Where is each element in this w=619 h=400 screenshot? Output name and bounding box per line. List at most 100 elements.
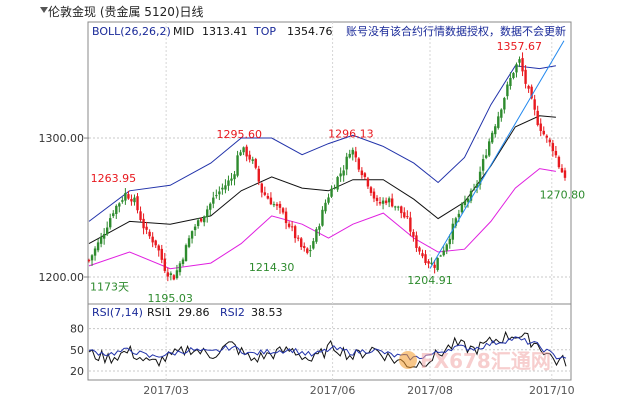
- candle-body: [427, 261, 430, 264]
- candle-body: [457, 213, 461, 218]
- rsi-label: RSI(7,14): [92, 306, 143, 319]
- x-tick-label: 2017/06: [310, 384, 356, 397]
- candle-body: [306, 248, 309, 253]
- candle-body: [260, 183, 264, 193]
- candle-body: [157, 245, 160, 251]
- candle-body: [366, 178, 370, 187]
- candle-body: [330, 188, 333, 197]
- candle-body: [303, 246, 306, 248]
- candle-body: [475, 183, 479, 188]
- candle-body: [300, 238, 303, 248]
- candle-body: [394, 206, 397, 208]
- rsi2-line: [88, 336, 567, 361]
- candle-body: [400, 206, 403, 214]
- annotation-label: 1204.91: [407, 274, 453, 287]
- candle-body: [248, 154, 251, 160]
- candle-body: [378, 202, 382, 204]
- axis-labels: 1300.00 1200.00 80 50 20 2017/03 2017/06 2017/0…: [39, 132, 575, 397]
- watermark-text: FX678汇通网: [420, 349, 551, 373]
- candle-body: [463, 200, 467, 206]
- candle-body: [245, 146, 248, 157]
- candle-body: [509, 77, 512, 86]
- annotations: 1263.95 1295.60 1296.13 1357.67 1214.30 1204.…: [90, 40, 585, 305]
- boll-top-label: TOP: [253, 25, 276, 38]
- rsi2-label: RSI2: [220, 306, 245, 319]
- candle-body: [424, 254, 427, 263]
- trend-line-segment: [429, 40, 565, 269]
- candle-body: [187, 238, 191, 247]
- candle-body: [500, 109, 503, 118]
- candle-body: [87, 260, 91, 262]
- candle-body: [324, 202, 327, 212]
- candle-body: [478, 171, 482, 185]
- candle-body: [236, 155, 239, 176]
- candle-body: [293, 226, 297, 239]
- watermark: FX678汇通网: [399, 349, 551, 373]
- candle-body: [342, 170, 345, 176]
- candle-body: [445, 244, 448, 251]
- candle-body: [339, 173, 342, 177]
- candle-body: [196, 220, 200, 227]
- boll-lower-line: [88, 168, 556, 270]
- candle-body: [448, 238, 451, 245]
- x-tick-label: 2017/03: [143, 384, 189, 397]
- candle-body: [166, 272, 170, 277]
- candle-body: [139, 211, 142, 220]
- dropdown-icon[interactable]: [40, 7, 48, 13]
- annotation-label: 1295.60: [216, 128, 262, 141]
- candle-body: [542, 130, 545, 135]
- candle-body: [357, 158, 361, 170]
- candle-body: [93, 248, 97, 256]
- candle-body: [512, 73, 515, 79]
- annotation-label: 1270.80: [540, 189, 586, 202]
- candle-body: [127, 194, 130, 199]
- boll-top-value: 1354.76: [287, 25, 333, 38]
- candle-body: [115, 205, 118, 214]
- annotation-label: 1195.03: [147, 292, 193, 305]
- candle-body: [421, 253, 424, 257]
- candle-body: [281, 208, 285, 213]
- candle-body: [433, 264, 436, 268]
- candle-body: [221, 187, 224, 190]
- candle-body: [133, 197, 136, 203]
- candle-body: [99, 236, 103, 244]
- annotation-label: 1173天: [90, 281, 129, 294]
- candle-body: [415, 235, 418, 248]
- candle-body: [199, 218, 203, 222]
- candle-body: [548, 139, 552, 143]
- boll-upper-line: [88, 65, 556, 222]
- candle-body: [272, 204, 276, 206]
- candle-body: [124, 192, 127, 201]
- candle-body: [151, 236, 154, 243]
- candle-body: [397, 206, 400, 208]
- candle-body: [175, 270, 179, 279]
- candle-body: [369, 187, 373, 193]
- candle-body: [360, 170, 364, 176]
- candle-body: [494, 126, 497, 135]
- candle-body: [251, 159, 254, 161]
- candle-body: [109, 218, 112, 228]
- candle-body: [545, 135, 548, 138]
- boll-mid-line: [88, 115, 556, 245]
- candle-body: [381, 200, 385, 204]
- candle-body: [154, 240, 157, 246]
- annotation-label: 1357.67: [497, 40, 543, 53]
- candle-body: [278, 203, 282, 208]
- candle-body: [469, 190, 473, 201]
- candle-body: [406, 216, 409, 218]
- candle-body: [521, 58, 524, 72]
- candle-body: [263, 192, 267, 195]
- title-bar: 伦敦金现 (贵金属 5120)日线: [0, 0, 619, 22]
- rsi-tick-label: 80: [70, 323, 84, 336]
- candle-body: [375, 197, 379, 201]
- candle-body: [560, 168, 564, 173]
- candle-body: [557, 156, 561, 168]
- candle-body: [266, 195, 270, 199]
- candle-body: [384, 200, 388, 204]
- candle-body: [333, 187, 336, 189]
- candle-body: [287, 223, 291, 227]
- candle-body: [409, 217, 412, 232]
- candle-body: [354, 151, 357, 158]
- candle-body: [102, 233, 106, 239]
